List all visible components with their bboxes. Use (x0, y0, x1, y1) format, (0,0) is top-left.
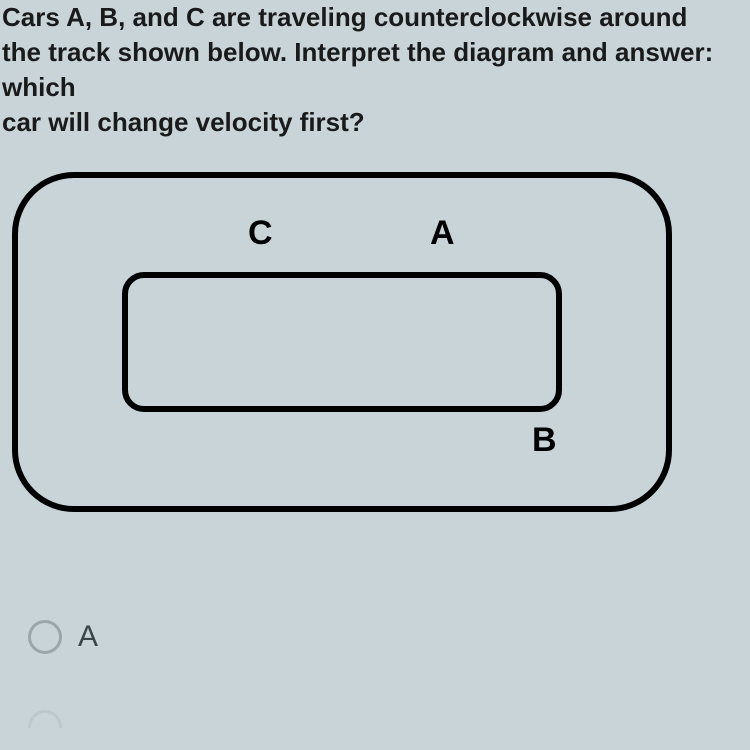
question-line-2: the track shown below. Interpret the dia… (2, 37, 713, 102)
track-diagram: C A B (12, 172, 672, 512)
car-label-c: C (248, 214, 273, 253)
question-line-1: Cars A, B, and C are traveling countercl… (2, 2, 687, 32)
radio-icon[interactable] (28, 620, 62, 654)
car-label-b: B (532, 421, 557, 460)
question-text: Cars A, B, and C are traveling countercl… (0, 0, 750, 140)
answer-label-a: A (78, 620, 98, 654)
radio-icon-partial (28, 710, 62, 728)
inner-track (122, 272, 562, 412)
answer-option-next-partial (28, 710, 62, 728)
question-line-3: car will change velocity first? (2, 107, 365, 137)
answer-option-a[interactable]: A (28, 620, 98, 654)
car-label-a: A (430, 214, 455, 253)
